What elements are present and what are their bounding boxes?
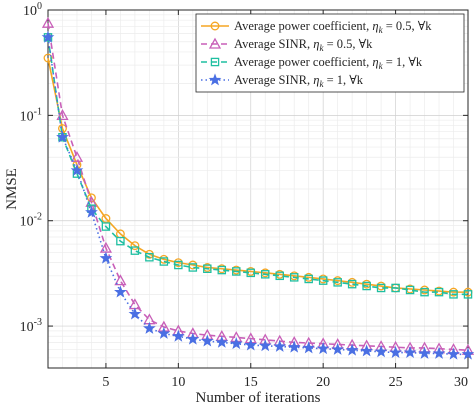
series-4-point (374, 345, 388, 358)
series-3-point (232, 267, 241, 276)
legend-marker (210, 21, 220, 31)
series-2-point (56, 109, 69, 121)
series-3-point (260, 270, 270, 279)
legend-box (195, 13, 465, 93)
x-axis-label: Number of iterations (196, 390, 321, 406)
legend-marker (210, 57, 220, 67)
x-tick-label: 30 (454, 375, 468, 390)
series-3-point (362, 281, 371, 291)
series-4-point (70, 163, 84, 176)
x-tick-label: 10 (171, 375, 185, 390)
series-3-point (420, 287, 429, 297)
x-tick-label: 25 (389, 375, 403, 390)
series-3-point (391, 283, 400, 293)
series-2-point (70, 150, 84, 162)
series-3-point (101, 222, 111, 231)
series-3-point (304, 274, 313, 284)
series-4-point (273, 339, 287, 352)
series-4-point (157, 326, 171, 339)
series-3-point (347, 279, 357, 289)
series-3-point (376, 283, 386, 293)
legend-label: Average power coefficient, ηk = 1, ∀k (234, 55, 423, 71)
legend: Average power coefficient, ηk = 0.5, ∀k A… (195, 13, 465, 93)
series-3-point (405, 285, 415, 295)
series-3-point (333, 278, 342, 287)
legend-label: Average SINR, ηk = 0.5, ∀k (234, 37, 373, 53)
y-axis-label: NMSE (4, 168, 20, 210)
series-4-point (244, 338, 258, 351)
series-3-point (318, 276, 328, 285)
x-tick-label: 5 (102, 375, 109, 390)
series-4-point (345, 343, 359, 356)
series-4-point (85, 205, 98, 218)
series-3-point (449, 290, 458, 299)
y-tick-label: 10-3 (20, 317, 42, 335)
series-4-point (418, 346, 431, 359)
legend-entry: Average power coefficient, ηk = 0.5, ∀k (201, 19, 432, 35)
series-3-point (289, 273, 299, 282)
series-1-point (130, 241, 140, 251)
legend-label: Average power coefficient, ηk = 0.5, ∀k (234, 19, 432, 35)
series-4-point (432, 346, 446, 359)
series-4-point (229, 337, 243, 350)
x-tick-labels: 5 10 15 20 25 30 (102, 375, 468, 390)
series-2-point (41, 16, 55, 28)
y-tick-label: 10-1 (20, 106, 42, 124)
series-3-point (275, 271, 284, 281)
y-tick-label: 100 (23, 1, 42, 19)
series-4-point (287, 340, 301, 353)
legend-entry: Average SINR, ηk = 0.5, ∀k (201, 37, 373, 53)
series-4-point (56, 130, 69, 143)
series-4-point (258, 339, 272, 352)
series-3-point (116, 236, 125, 246)
series-4-point (41, 30, 55, 43)
plot-frame (47, 9, 469, 369)
series-1-point (101, 214, 111, 223)
series-layer (41, 16, 474, 360)
series-3-point (434, 287, 444, 297)
series-4-point (461, 347, 474, 360)
series-4-point (302, 341, 316, 354)
series-3-point (188, 263, 198, 272)
legend-marker (208, 37, 222, 49)
series-4-point (403, 345, 417, 359)
series-3-line (47, 37, 468, 296)
series-3-point (174, 260, 183, 270)
y-tick-label: 10-2 (20, 212, 42, 230)
series-4 (41, 30, 474, 360)
series-4-point (215, 335, 229, 348)
legend-marker (208, 73, 222, 86)
series-4-point (316, 342, 330, 355)
series-3 (43, 33, 473, 299)
series-4-point (172, 329, 185, 342)
series-3-point (463, 290, 473, 299)
y-tick-labels: 10-3 10-2 10-1 100 (20, 1, 42, 335)
legend-label: Average SINR, ηk = 1, ∀k (234, 73, 364, 89)
series-3-point (145, 253, 154, 262)
series-4-point (128, 307, 142, 320)
series-4-point (186, 332, 200, 345)
series-3-point (130, 246, 140, 255)
series-4-point (114, 285, 127, 298)
series-2-line (47, 23, 469, 352)
x-tick-label: 15 (244, 375, 258, 390)
legend-entry: Average power coefficient, ηk = 1, ∀k (201, 55, 423, 71)
series-3-point (217, 265, 227, 275)
series-3-point (246, 268, 256, 278)
series-4-point (360, 344, 373, 357)
series-4-point (99, 251, 113, 264)
series-4-point (200, 334, 214, 347)
series-4-point (389, 345, 402, 359)
series-3-point (159, 257, 169, 266)
x-tick-label: 20 (316, 375, 330, 390)
legend-entry: Average SINR, ηk = 1, ∀k (201, 73, 364, 89)
series-4-point (447, 347, 460, 360)
series-4-point (331, 342, 345, 355)
series-3-point (203, 264, 212, 274)
series-4-point (143, 321, 156, 334)
series-2-point (114, 274, 127, 286)
